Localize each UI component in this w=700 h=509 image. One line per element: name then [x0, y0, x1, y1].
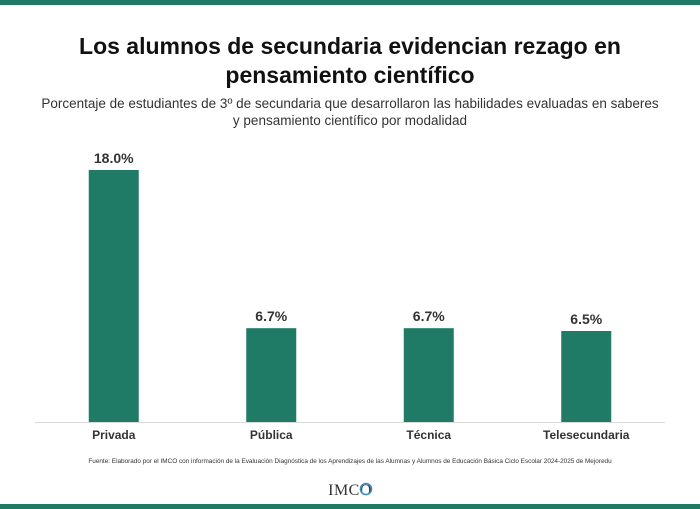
bar-2	[403, 328, 454, 422]
bar-chart: 18.0% Privada 6.7% Pública 6.7% Técnica 6.5% Te…	[35, 150, 665, 442]
bar-1	[246, 328, 297, 422]
data-label-0: 18.0%	[94, 150, 134, 166]
data-label-2: 6.7%	[413, 308, 445, 324]
data-label-3: 6.5%	[570, 311, 602, 327]
category-label-3: Telesecundaria	[543, 428, 630, 442]
svg-text:IMCO: IMCO	[328, 482, 372, 499]
bar-0	[88, 170, 139, 422]
category-label-2: Técnica	[406, 428, 451, 442]
bar-3	[561, 331, 612, 422]
source-note: Fuente: Elaborado por el IMCO con inform…	[88, 458, 612, 465]
category-label-1: Pública	[250, 428, 293, 442]
data-label-1: 6.7%	[255, 308, 287, 324]
chart-subtitle: Porcentaje de estudiantes de 3º de secun…	[41, 96, 659, 128]
imco-logo: IMCO	[328, 482, 373, 499]
top-accent-bar	[0, 0, 700, 5]
category-label-0: Privada	[92, 428, 136, 442]
chart-title: Los alumnos de secundaria evidencian rez…	[79, 33, 621, 88]
bottom-accent-bar	[0, 504, 700, 509]
